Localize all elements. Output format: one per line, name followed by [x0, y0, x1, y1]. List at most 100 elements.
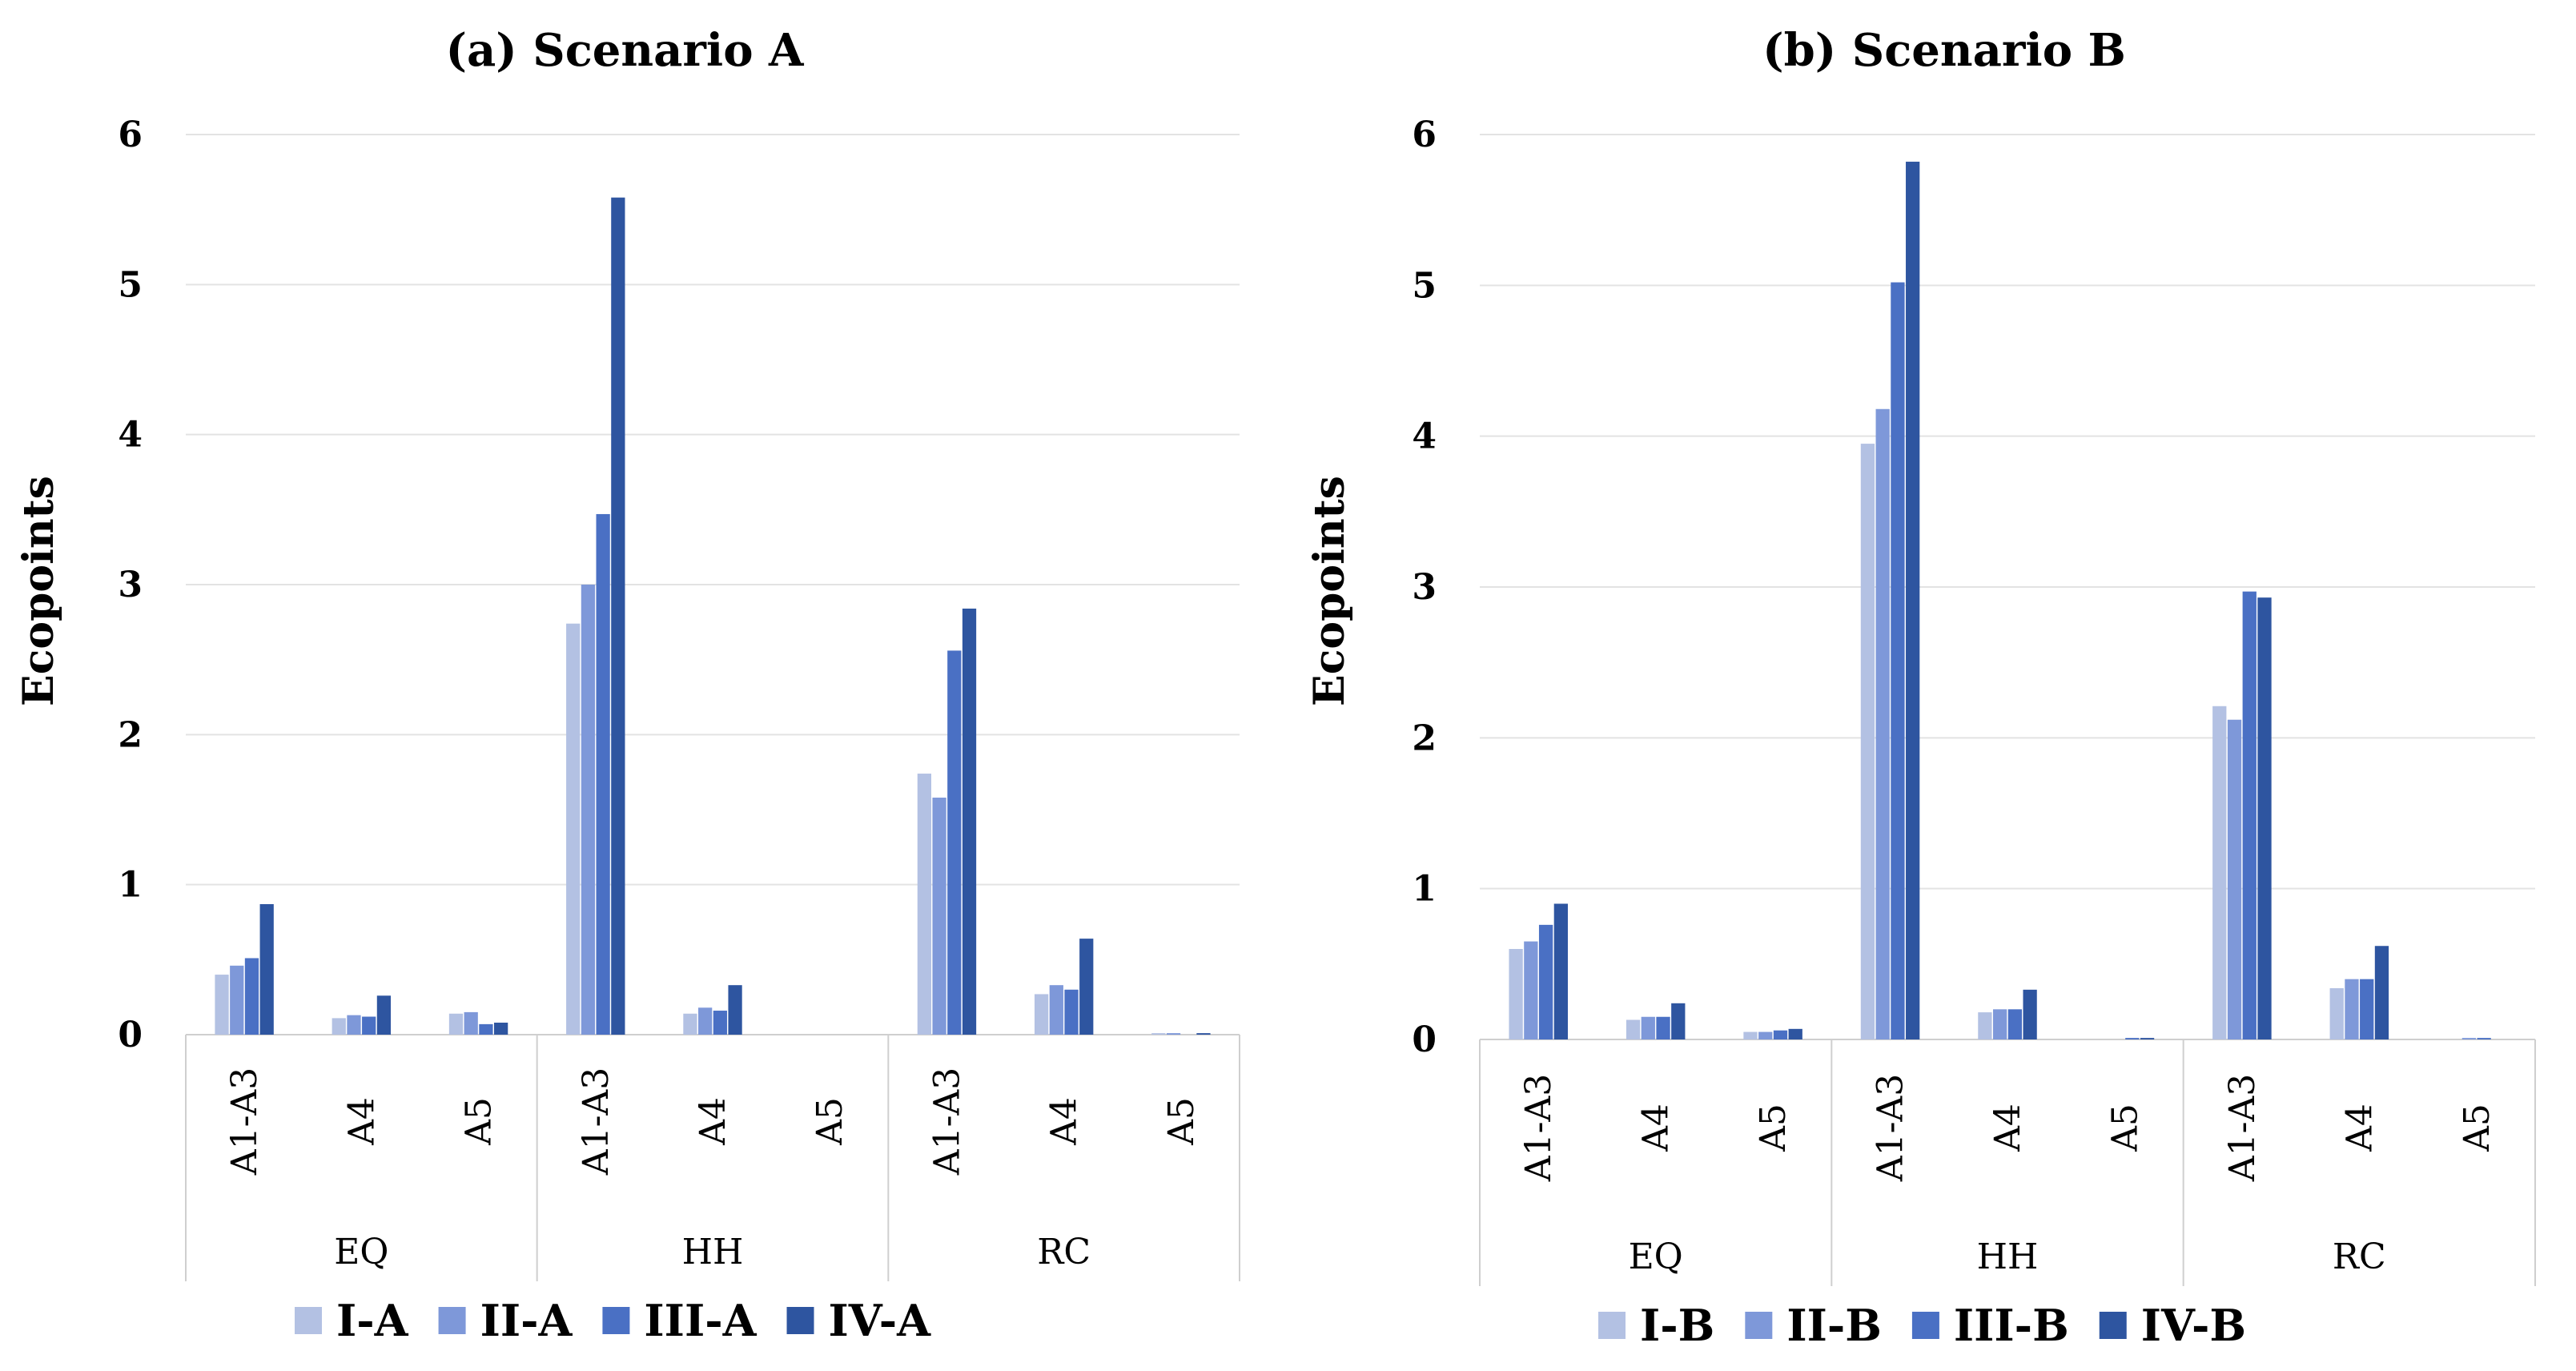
x-tick-label: A1-A3: [1871, 1074, 1911, 1182]
bar-iv-a-eq-a4: [376, 995, 392, 1035]
legend-swatch-iii-a: [602, 1307, 630, 1334]
x-tick-label: A5: [2104, 1104, 2145, 1152]
bar-iii-b-rc-a5: [2477, 1038, 2491, 1039]
bar-iv-b-rc-a4: [2374, 946, 2389, 1039]
bar-iii-a-eq-a4: [362, 1016, 376, 1035]
legend-label-i-a: I-A: [336, 1295, 409, 1346]
y-tick-label: 1: [118, 865, 143, 906]
y-tick-label: 0: [1412, 1019, 1437, 1060]
chart-title: (a) Scenario A: [445, 24, 805, 77]
bar-iv-b-hh-a5: [2140, 1038, 2155, 1039]
x-tick-label: A4: [693, 1097, 733, 1146]
bar-i-a-rc-a1-a3: [917, 774, 931, 1035]
x-tick-label: A5: [810, 1097, 850, 1146]
bar-iii-a-eq-a5: [479, 1023, 493, 1035]
x-tick-label: A5: [1161, 1097, 1202, 1146]
y-tick-label: 5: [1412, 265, 1437, 306]
bar-i-b-eq-a1-a3: [1509, 949, 1523, 1039]
bar-i-a-hh-a4: [683, 1013, 697, 1035]
x-tick-label: A1-A3: [576, 1067, 617, 1176]
bar-i-a-eq-a4: [332, 1018, 346, 1035]
bar-iii-b-eq-a1-a3: [1538, 924, 1553, 1039]
bar-ii-a-eq-a1-a3: [230, 965, 244, 1035]
bar-i-b-eq-a4: [1626, 1019, 1641, 1039]
bar-ii-b-rc-a5: [2461, 1038, 2477, 1039]
y-tick-label: 2: [118, 714, 143, 755]
bar-ii-b-eq-a1-a3: [1524, 941, 1538, 1039]
bar-ii-a-eq-a4: [347, 1015, 361, 1035]
bar-iii-b-eq-a4: [1656, 1016, 1670, 1039]
legend-label-iii-b: III-B: [1954, 1300, 2069, 1351]
x-tick-label: A4: [1044, 1097, 1085, 1146]
bar-ii-a-hh-a1-a3: [581, 585, 596, 1035]
bar-iii-b-hh-a4: [2007, 1009, 2023, 1039]
bar-ii-a-hh-a4: [698, 1007, 713, 1035]
legend-label-iv-a: IV-A: [829, 1295, 932, 1346]
group-label: RC: [1037, 1232, 1091, 1272]
legend-label-iv-b: IV-B: [2141, 1300, 2246, 1351]
legend-swatch-ii-b: [1745, 1312, 1773, 1339]
legend-swatch-i-b: [1598, 1312, 1626, 1339]
bar-iv-a-hh-a1-a3: [611, 197, 625, 1035]
bar-ii-a-rc-a5: [1166, 1033, 1181, 1035]
bar-iv-b-eq-a1-a3: [1553, 903, 1568, 1039]
y-tick-label: 4: [1412, 416, 1437, 457]
bar-iv-a-rc-a1-a3: [962, 608, 977, 1035]
bar-iii-a-hh-a1-a3: [596, 513, 610, 1035]
bar-iv-a-hh-a4: [728, 985, 742, 1035]
x-tick-label: A1-A3: [1518, 1074, 1559, 1182]
x-tick-label: A1-A3: [926, 1067, 967, 1176]
legend-label-ii-a: II-A: [480, 1295, 573, 1346]
bar-ii-b-rc-a1-a3: [2227, 719, 2242, 1039]
legend-swatch-i-a: [295, 1307, 322, 1334]
x-tick-label: A5: [1753, 1104, 1794, 1152]
legend-label-iii-a: III-A: [644, 1295, 757, 1346]
bar-iii-a-eq-a1-a3: [244, 958, 259, 1035]
y-tick-label: 6: [1412, 115, 1437, 155]
bar-i-a-eq-a5: [448, 1013, 464, 1035]
bar-iii-a-rc-a4: [1064, 989, 1079, 1035]
bar-iv-b-eq-a5: [1788, 1028, 1802, 1039]
group-label: EQ: [334, 1232, 388, 1272]
bar-ii-b-hh-a1-a3: [1875, 408, 1890, 1039]
chart-scenario-a: (a) Scenario A Ecopoints 0 1 2 3 4 5 6 A1-A3 A4 A5 A…: [14, 24, 1240, 1346]
bar-iv-a-eq-a1-a3: [259, 904, 274, 1035]
group-label: RC: [2333, 1236, 2386, 1277]
bar-i-b-hh-a4: [1978, 1012, 1992, 1039]
group-label: HH: [682, 1232, 744, 1272]
y-tick-label: 5: [118, 264, 143, 305]
bar-iii-b-hh-a5: [2125, 1038, 2140, 1039]
bar-iv-a-eq-a5: [494, 1023, 508, 1035]
x-tick-label: A4: [341, 1097, 382, 1146]
y-tick-label: 0: [118, 1015, 143, 1055]
bar-ii-a-rc-a1-a3: [932, 798, 946, 1035]
bar-ii-a-eq-a5: [464, 1011, 478, 1035]
bar-iv-b-rc-a1-a3: [2257, 597, 2272, 1039]
chart-title: (b) Scenario B: [1762, 24, 2126, 77]
bar-iii-b-rc-a4: [2360, 979, 2374, 1039]
bar-iii-a-hh-a4: [713, 1011, 727, 1035]
bar-ii-b-rc-a4: [2345, 979, 2359, 1039]
x-tick-label: A5: [2457, 1104, 2498, 1152]
bar-iv-b-eq-a4: [1671, 1003, 1686, 1039]
bar-i-b-hh-a1-a3: [1860, 444, 1875, 1039]
bar-ii-b-hh-a4: [1992, 1009, 2007, 1039]
y-tick-label: 3: [1412, 567, 1437, 608]
legend-swatch-iv-b: [2099, 1312, 2127, 1339]
bar-i-a-eq-a1-a3: [215, 975, 229, 1035]
y-tick-label: 1: [1412, 869, 1437, 910]
bar-iv-a-rc-a4: [1079, 939, 1094, 1035]
bar-iii-b-eq-a5: [1773, 1030, 1788, 1039]
bar-iii-b-hh-a1-a3: [1891, 282, 1905, 1040]
bar-ii-b-eq-a5: [1758, 1031, 1773, 1039]
x-tick-label: A4: [1987, 1104, 2028, 1152]
bar-iv-b-hh-a4: [2023, 989, 2037, 1039]
bar-iv-a-rc-a5: [1196, 1033, 1211, 1035]
legend-swatch-ii-a: [438, 1307, 466, 1334]
x-tick-label: A1-A3: [2222, 1074, 2263, 1182]
legend-swatch-iii-b: [1911, 1312, 1939, 1339]
bar-ii-a-rc-a4: [1049, 985, 1063, 1035]
y-tick-label: 3: [118, 565, 143, 605]
y-axis-label: Ecopoints: [1305, 476, 1354, 706]
legend-label-ii-b: II-B: [1786, 1300, 1882, 1351]
